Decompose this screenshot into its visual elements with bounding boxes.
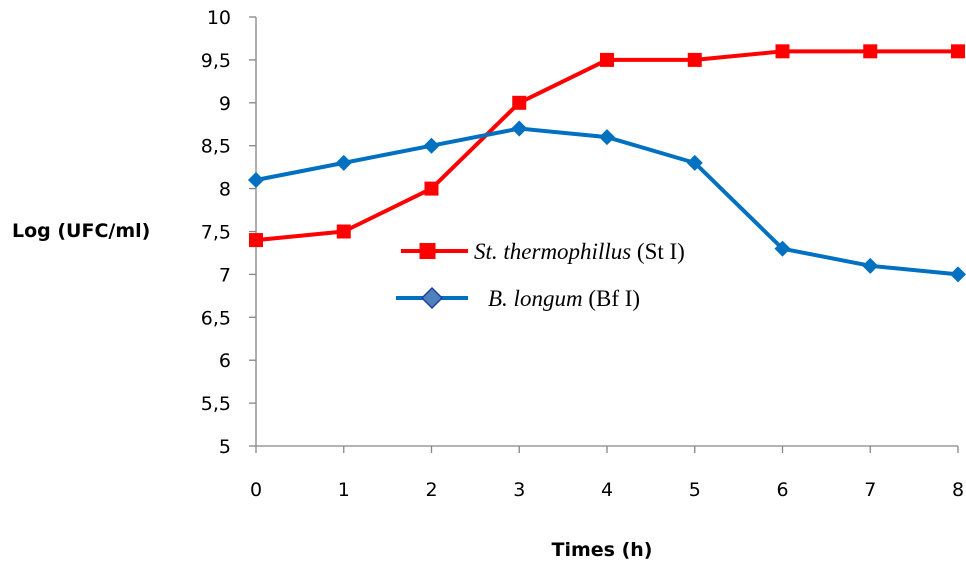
- x-tick-label: 1: [338, 479, 350, 501]
- data-point: [774, 240, 791, 257]
- data-point: [336, 224, 351, 239]
- data-point: [775, 44, 790, 59]
- x-axis: 0 1 2 3 4 5 6 7 8: [250, 445, 964, 501]
- series-b-longum: [248, 120, 966, 283]
- y-tick-label: 5: [219, 436, 231, 458]
- data-point: [249, 233, 263, 248]
- y-tick-label: 5,5: [201, 393, 231, 415]
- legend-label-suffix: (St I): [631, 239, 685, 264]
- y-tick-label: 7: [219, 264, 231, 286]
- x-tick-label: 4: [601, 479, 613, 501]
- legend-label-italic: St. thermophillus: [474, 239, 631, 264]
- y-tick-label: 8: [219, 179, 231, 201]
- data-point: [335, 154, 352, 171]
- legend-label: B. longum (Bf I): [488, 286, 640, 311]
- data-point: [686, 154, 703, 171]
- x-tick-label: 5: [689, 479, 701, 501]
- data-point: [863, 44, 878, 59]
- y-tick-label: 7,5: [201, 222, 231, 244]
- x-tick-label: 2: [425, 479, 437, 501]
- legend-marker: [420, 286, 444, 310]
- x-tick-label: 3: [513, 479, 525, 501]
- legend-item: St. thermophillus (St I): [401, 239, 685, 264]
- x-tick-label: 6: [776, 479, 788, 501]
- data-point: [424, 181, 439, 196]
- data-point: [600, 52, 614, 67]
- data-point: [511, 120, 528, 137]
- data-point: [599, 129, 615, 146]
- y-tick-label: 9,5: [201, 50, 231, 72]
- data-point: [687, 52, 702, 67]
- data-point: [862, 257, 879, 274]
- legend-marker: [419, 243, 436, 259]
- x-tick-label: 7: [864, 479, 876, 501]
- legend-label-italic: B. longum: [488, 286, 583, 311]
- data-point: [512, 95, 527, 110]
- legend: St. thermophillus (St I) B. longum (Bf I): [396, 239, 685, 311]
- legend-label-suffix: (Bf I): [583, 286, 640, 311]
- y-tick-label: 10: [207, 7, 231, 29]
- y-axis-title: Log (UFC/ml): [12, 220, 150, 242]
- x-tick-label: 8: [952, 479, 964, 501]
- y-tick-label: 6,5: [201, 307, 231, 329]
- y-tick-label: 9: [219, 93, 231, 115]
- x-axis-title: Times (h): [552, 539, 653, 561]
- legend-item: B. longum (Bf I): [396, 286, 640, 311]
- data-point: [248, 172, 264, 189]
- series-st-thermophillus: [249, 44, 965, 248]
- series-line: [255, 49, 958, 243]
- series-layer: [248, 44, 966, 283]
- data-point: [950, 266, 966, 283]
- y-tick-label: 8,5: [201, 136, 231, 158]
- x-tick-label: 0: [250, 479, 262, 501]
- data-point: [423, 137, 440, 154]
- y-axis: 5 5,5 6 6,5 7 7,5 8 8,5 9 9,5 10: [201, 7, 257, 458]
- data-point: [951, 44, 965, 59]
- y-tick-label: 6: [219, 350, 231, 372]
- legend-label: St. thermophillus (St I): [474, 239, 685, 264]
